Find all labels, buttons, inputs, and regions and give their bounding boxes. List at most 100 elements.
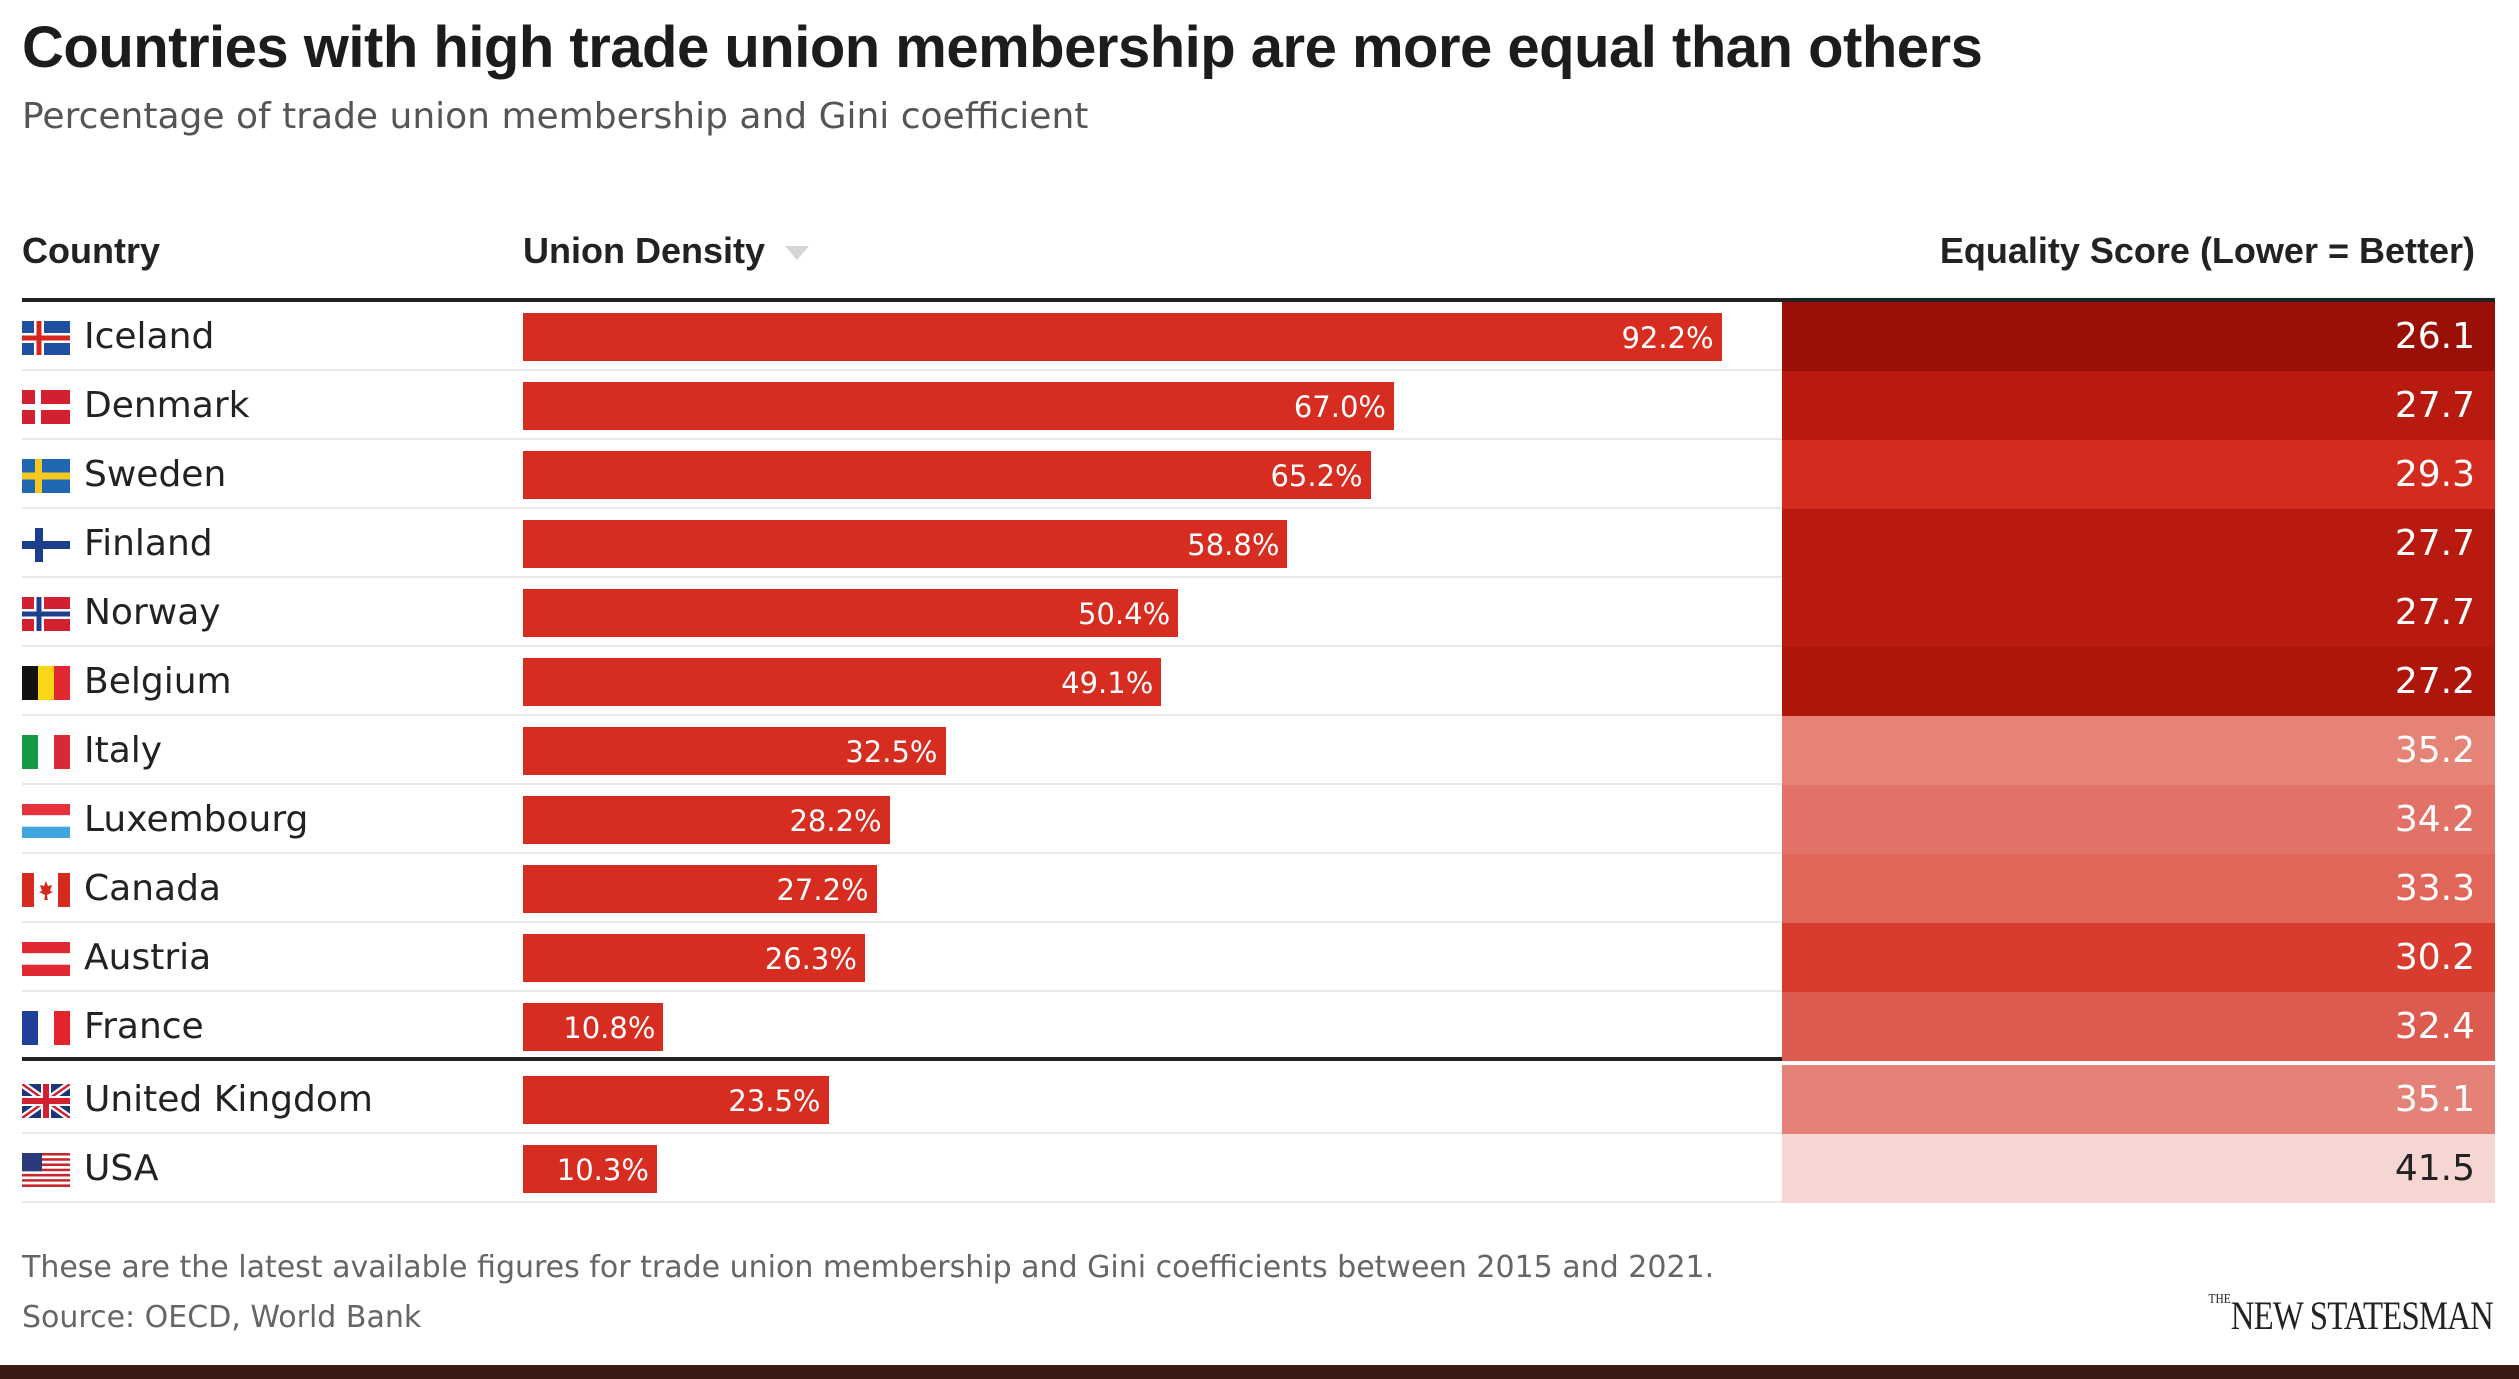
density-bar-track: 27.2%: [523, 865, 1739, 913]
density-value-label: 67.0%: [1293, 390, 1386, 424]
density-bar-track: 28.2%: [523, 796, 1739, 844]
table-row: Iceland 92.2% 26.1: [22, 302, 2495, 371]
density-column-label: Union Density: [523, 230, 766, 271]
density-bar: 26.3%: [523, 934, 865, 982]
density-value-label: 49.1%: [1061, 666, 1154, 700]
density-bar: 65.2%: [523, 451, 1371, 499]
austria-flag-icon: [22, 942, 70, 976]
sort-descending-icon[interactable]: [785, 246, 810, 261]
table-row: Norway 50.4% 27.7: [22, 578, 2495, 647]
density-bar: 10.8%: [523, 1003, 664, 1051]
equality-score-value: 35.1: [2394, 1079, 2475, 1120]
density-bar-track: 10.8%: [523, 1003, 1739, 1051]
country-name: Iceland: [84, 316, 215, 357]
density-bar: 28.2%: [523, 796, 890, 844]
equality-score-value: 27.7: [2394, 592, 2475, 633]
density-value-label: 58.8%: [1187, 528, 1280, 562]
density-value-label: 10.3%: [556, 1153, 649, 1187]
table-row: Austria 26.3% 30.2: [22, 923, 2495, 992]
sweden-flag-icon: [22, 459, 70, 493]
row-divider: [22, 783, 1782, 785]
row-divider: [22, 1201, 1782, 1203]
row-divider: [22, 852, 1782, 854]
source-note: Source: OECD, World Bank: [22, 1300, 422, 1335]
density-bar: 49.1%: [523, 658, 1162, 706]
density-bar: 50.4%: [523, 589, 1179, 637]
table-row: Belgium 49.1% 27.2: [22, 647, 2495, 716]
equality-score-cell: 32.4: [1782, 992, 2495, 1061]
usa-flag-icon: [22, 1153, 70, 1187]
country-name: Italy: [84, 730, 163, 771]
density-value-label: 65.2%: [1270, 459, 1363, 493]
density-bar: 67.0%: [523, 382, 1394, 430]
italy-flag-icon: [22, 735, 70, 769]
uk-flag-icon: [22, 1084, 70, 1118]
equality-score-value: 32.4: [2394, 1006, 2475, 1047]
country-name: USA: [84, 1148, 159, 1189]
density-bar: 58.8%: [523, 520, 1288, 568]
equality-score-cell: 35.1: [1782, 1065, 2495, 1134]
density-value-label: 32.5%: [845, 735, 938, 769]
table-row: Canada 27.2% 33.3: [22, 854, 2495, 923]
chart-title: Countries with high trade union membersh…: [22, 15, 1983, 80]
density-value-label: 10.8%: [563, 1011, 656, 1045]
row-divider: [22, 576, 1782, 578]
row-divider: [22, 645, 1782, 647]
finland-flag-icon: [22, 528, 70, 562]
country-column-header[interactable]: Country: [22, 230, 160, 271]
density-value-label: 50.4%: [1078, 597, 1171, 631]
density-bar-track: 32.5%: [523, 727, 1739, 775]
country-name: Norway: [84, 592, 221, 633]
density-bar: 10.3%: [523, 1145, 657, 1193]
density-value-label: 28.2%: [789, 804, 882, 838]
equality-score-value: 27.7: [2394, 385, 2475, 426]
density-column-header[interactable]: Union Density: [523, 230, 810, 272]
density-bar-track: 10.3%: [523, 1145, 1739, 1193]
density-bar: 27.2%: [523, 865, 877, 913]
equality-score-cell: 30.2: [1782, 923, 2495, 992]
denmark-flag-icon: [22, 390, 70, 424]
table-row: Luxembourg 28.2% 34.2: [22, 785, 2495, 854]
header-rule: [22, 298, 2495, 302]
density-value-label: 92.2%: [1621, 321, 1714, 355]
equality-score-cell: 27.7: [1782, 509, 2495, 578]
density-bar-track: 49.1%: [523, 658, 1739, 706]
density-bar-track: 26.3%: [523, 934, 1739, 982]
table-row: Denmark 67.0% 27.7: [22, 371, 2495, 440]
bottom-band: [0, 1365, 2519, 1379]
density-bar: 23.5%: [523, 1076, 829, 1124]
row-divider: [22, 990, 1782, 992]
country-name: Luxembourg: [84, 799, 309, 840]
density-bar-track: 92.2%: [523, 313, 1739, 361]
row-divider: [22, 1132, 1782, 1134]
equality-score-cell: 27.2: [1782, 647, 2495, 716]
france-flag-icon: [22, 1011, 70, 1045]
equality-score-value: 27.2: [2394, 661, 2475, 702]
group-separator-rule: [22, 1057, 1782, 1061]
table-row: Finland 58.8% 27.7: [22, 509, 2495, 578]
country-name: Finland: [84, 523, 213, 564]
density-bar-track: 50.4%: [523, 589, 1739, 637]
density-bar-track: 65.2%: [523, 451, 1739, 499]
equality-column-header[interactable]: Equality Score (Lower = Better): [1939, 230, 2475, 271]
equality-score-cell: 29.3: [1782, 440, 2495, 509]
row-divider: [22, 438, 1782, 440]
equality-score-cell: 33.3: [1782, 854, 2495, 923]
equality-score-value: 35.2: [2394, 730, 2475, 771]
equality-score-cell: 26.1: [1782, 302, 2495, 371]
table-row: United Kingdom 23.5% 35.1: [22, 1065, 2495, 1134]
row-divider: [22, 921, 1782, 923]
density-value-label: 26.3%: [764, 942, 857, 976]
table-row: France 10.8% 32.4: [22, 992, 2495, 1061]
new-statesman-logo: THENEW STATESMAN: [2208, 1292, 2493, 1339]
chart-subtitle: Percentage of trade union membership and…: [22, 96, 1089, 137]
equality-score-value: 26.1: [2394, 316, 2475, 357]
country-name: Belgium: [84, 661, 232, 702]
country-name: Sweden: [84, 454, 227, 495]
density-bar-track: 67.0%: [523, 382, 1739, 430]
logo-name: NEW STATESMAN: [2230, 1293, 2494, 1338]
iceland-flag-icon: [22, 321, 70, 355]
belgium-flag-icon: [22, 666, 70, 700]
equality-score-value: 34.2: [2394, 799, 2475, 840]
equality-score-value: 30.2: [2394, 937, 2475, 978]
